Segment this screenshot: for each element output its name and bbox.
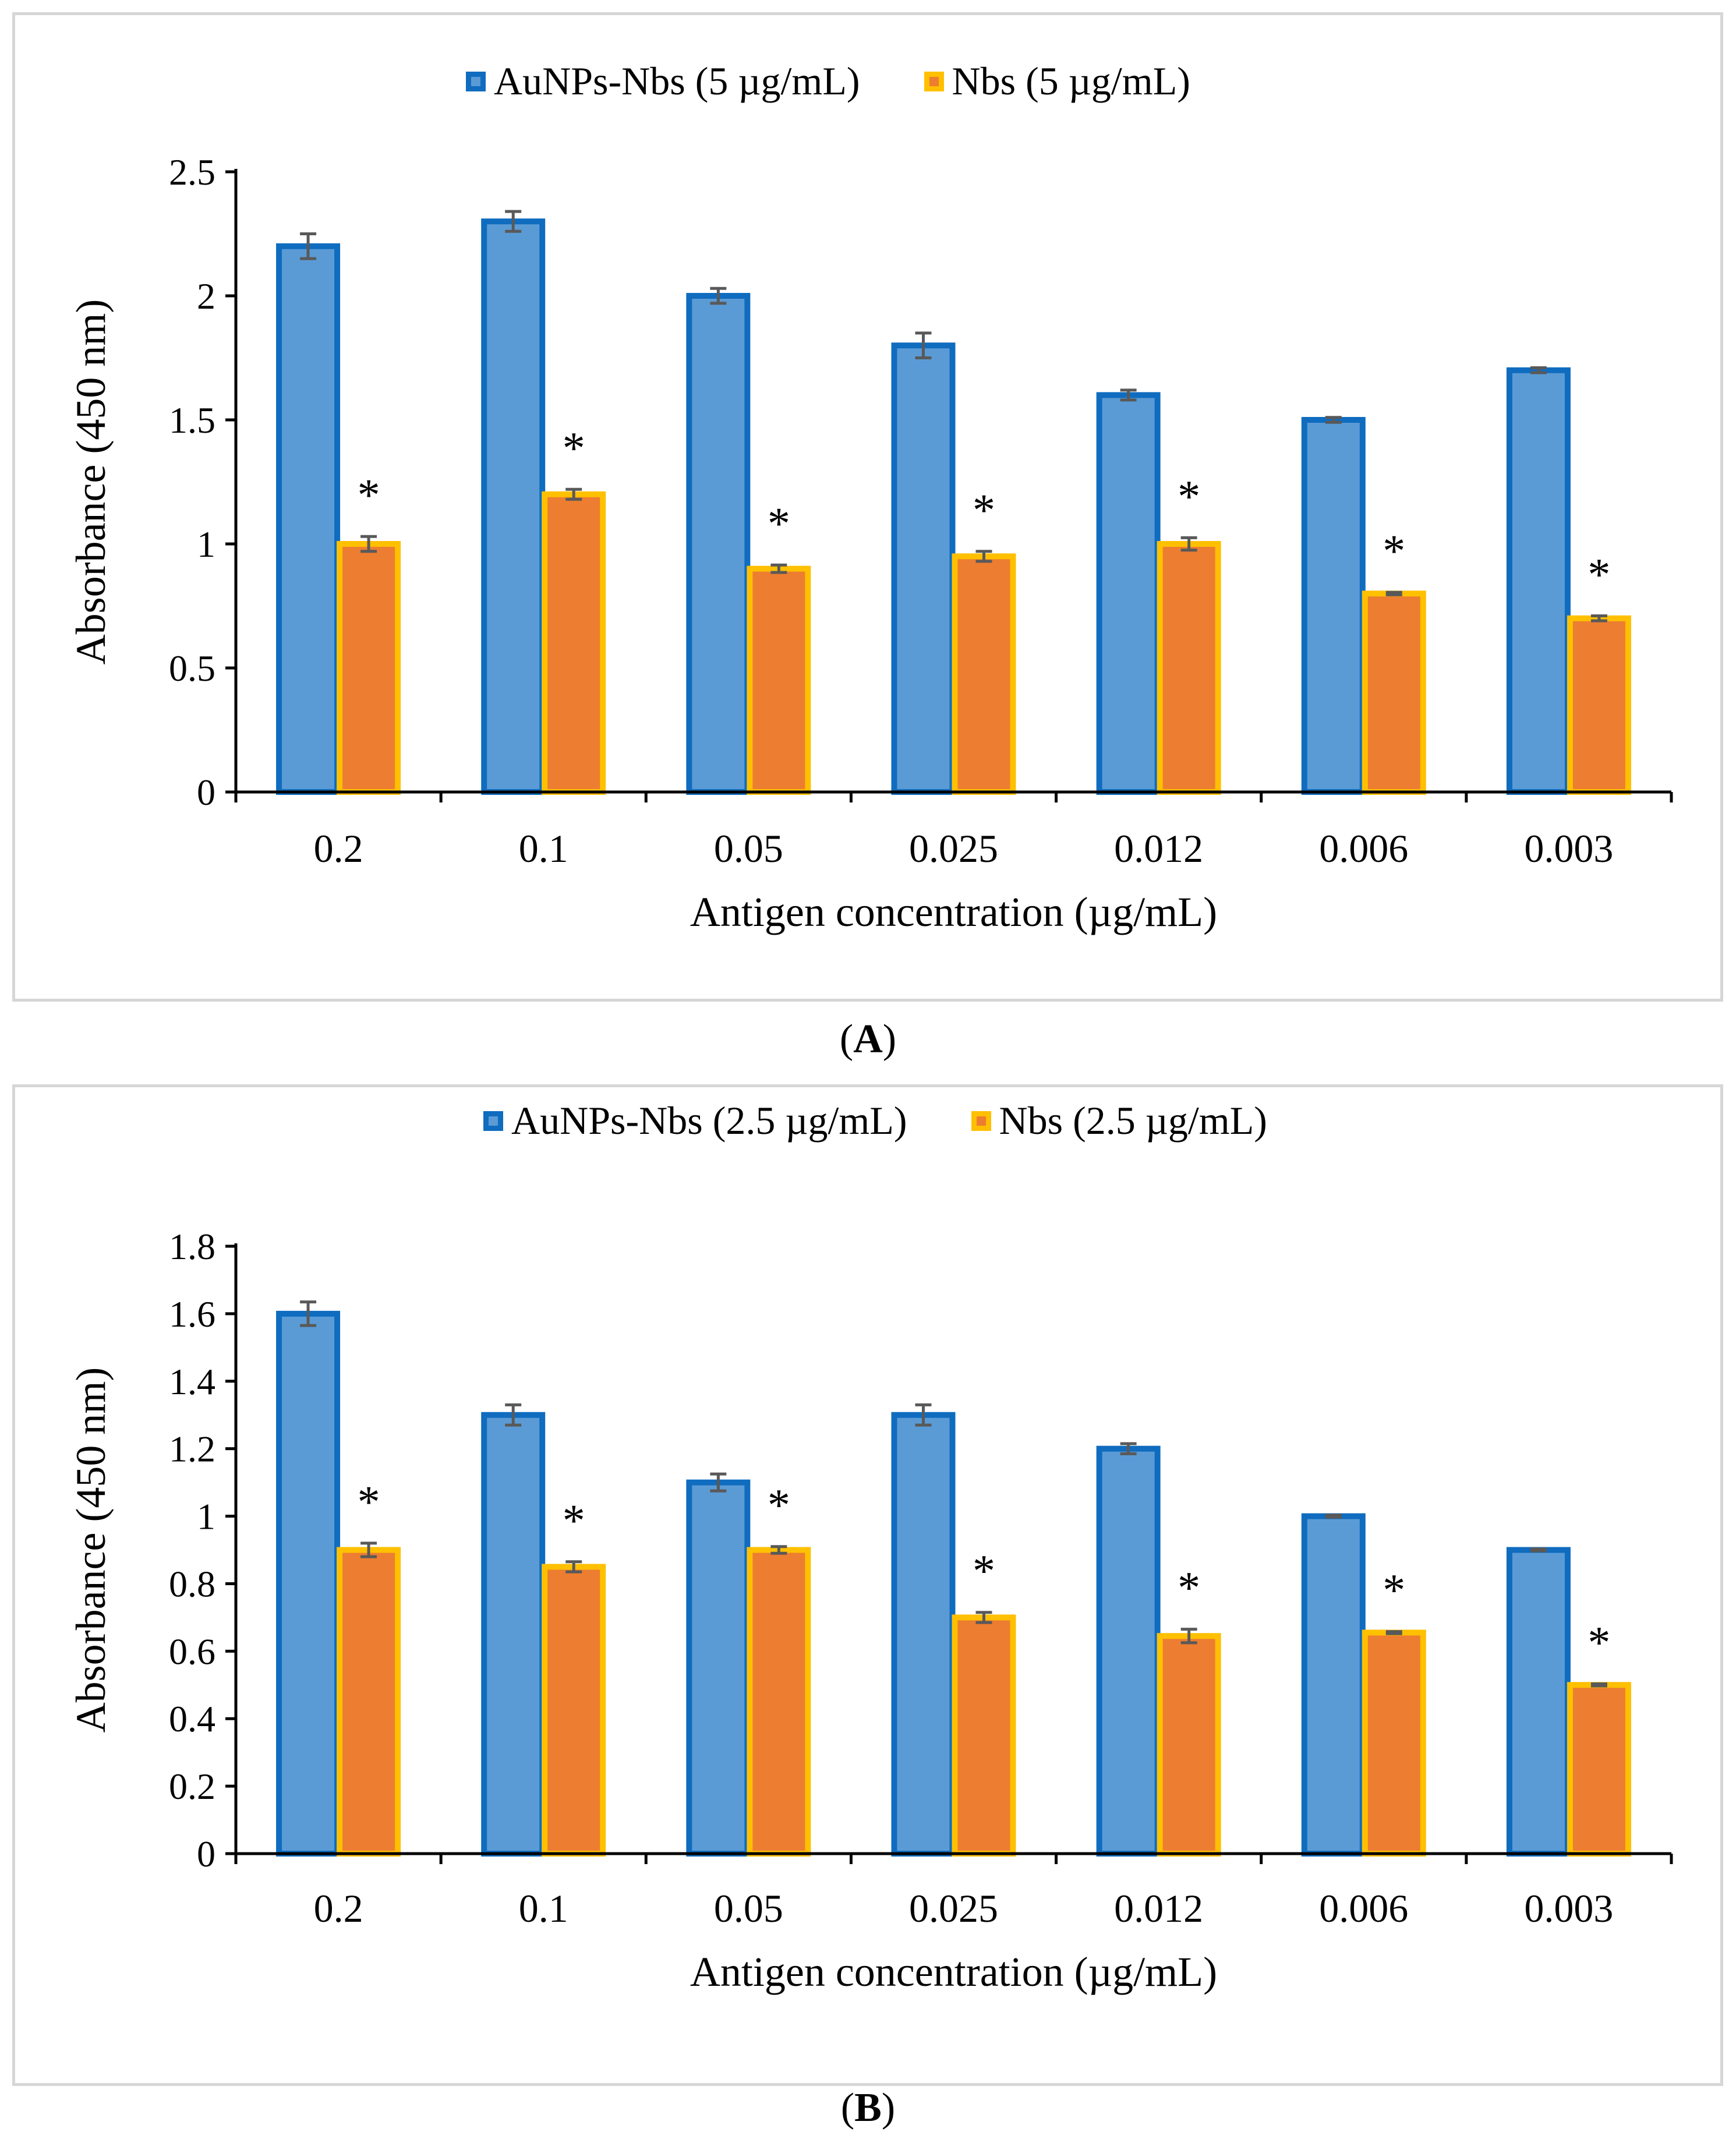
- y-tick-label: 0.4: [169, 1698, 215, 1739]
- x-tick-label: 0.006: [1319, 1886, 1408, 1931]
- significance-marker: *: [768, 1480, 790, 1530]
- significance-marker: *: [973, 1546, 995, 1596]
- x-tick-label: 0.025: [909, 826, 998, 871]
- significance-marker: *: [563, 422, 585, 473]
- bar-series2: [337, 1547, 401, 1857]
- x-tick-label: 0.003: [1524, 1886, 1613, 1931]
- x-tick-label: 0.006: [1319, 826, 1408, 871]
- panel-b-caption-letter: B: [854, 2085, 882, 2130]
- panel-a-caption: (A): [839, 1017, 897, 1062]
- y-tick-label: 1.8: [169, 1226, 215, 1267]
- legend-label-series1: AuNPs-Nbs (2.5 µg/mL): [511, 1098, 907, 1143]
- significance-marker: *: [1178, 1562, 1200, 1613]
- legend-swatch-series2: [971, 1111, 991, 1131]
- bar-series1: [1301, 1513, 1366, 1857]
- x-tick-label: 0.2: [314, 826, 363, 871]
- y-tick-label: 0: [197, 772, 215, 813]
- significance-marker: *: [563, 1495, 585, 1546]
- x-tick-label: 0.2: [314, 1886, 363, 1931]
- bar-series2: [1567, 1682, 1631, 1857]
- legend-item-series2: Nbs (5 µg/mL): [924, 58, 1190, 104]
- significance-marker: *: [358, 469, 380, 520]
- x-tick-label: 0.1: [519, 1886, 568, 1931]
- bar-series1: [891, 342, 956, 795]
- x-tick-label: 0.05: [714, 826, 783, 871]
- x-axis-title: Antigen concentration (µg/mL): [690, 889, 1217, 935]
- y-tick-label: 0.6: [169, 1631, 215, 1672]
- y-tick-label: 0.2: [169, 1766, 215, 1807]
- bar-series2: [1567, 615, 1631, 795]
- bar-series2: [1157, 1633, 1221, 1857]
- y-tick-label: 1: [197, 524, 215, 565]
- y-tick-label: 2.5: [169, 151, 215, 193]
- chart-panel-b: * * * * * * * 0 0.2 0.4 0.6 0.8 1 1.2 1.4 1.6 1.8 0.2 0.1 0…: [68, 1226, 1673, 1995]
- x-axis-title: Antigen concentration (µg/mL): [690, 1949, 1217, 1995]
- significance-marker: *: [1383, 1565, 1405, 1615]
- legend-panel-b: AuNPs-Nbs (2.5 µg/mL) Nbs (2.5 µg/mL): [483, 1098, 1331, 1144]
- bar-series2: [542, 1564, 606, 1857]
- chart-panel-a: * * * * * * * 0 0.5 1 1.5 2 2.5 0.2 0.1 0.05 0.025 0.012 0…: [68, 151, 1673, 935]
- significance-marker: *: [973, 485, 995, 535]
- panel-a-caption-letter: A: [853, 1017, 883, 1062]
- significance-marker: *: [1178, 471, 1200, 521]
- y-tick-label: 1.5: [169, 399, 215, 441]
- bar-series2: [952, 553, 1016, 795]
- legend-label-series2: Nbs (2.5 µg/mL): [999, 1098, 1267, 1143]
- y-tick-label: 1.2: [169, 1429, 215, 1470]
- legend-label-series2: Nbs (5 µg/mL): [952, 59, 1190, 103]
- bar-series2: [952, 1614, 1016, 1857]
- legend-label-series1: AuNPs-Nbs (5 µg/mL): [494, 59, 860, 103]
- bar-series1: [481, 1412, 546, 1857]
- legend-swatch-series2: [924, 71, 944, 91]
- y-tick-label: 1: [197, 1496, 215, 1537]
- x-tick-label: 0.012: [1114, 1886, 1203, 1931]
- bar-series1: [276, 243, 341, 795]
- bar-series1: [1096, 1445, 1161, 1857]
- bar-series1: [686, 1479, 751, 1857]
- y-axis-title: Absorbance (450 nm): [68, 299, 114, 665]
- y-tick-label: 0.8: [169, 1563, 215, 1604]
- significance-marker: *: [1383, 525, 1405, 576]
- bar-series1: [1506, 367, 1571, 795]
- legend-swatch-series1: [483, 1111, 503, 1131]
- x-tick-label: 0.025: [909, 1886, 998, 1931]
- bar-series1: [686, 293, 751, 795]
- bar-series1: [1096, 392, 1161, 795]
- panel-b-caption: (B): [840, 2085, 896, 2130]
- bar-series2: [1157, 541, 1221, 795]
- legend-item-series1: AuNPs-Nbs (5 µg/mL): [466, 58, 860, 104]
- y-tick-label: 0.5: [169, 648, 215, 689]
- x-tick-label: 0.012: [1114, 826, 1203, 871]
- bar-series2: [747, 1547, 811, 1857]
- significance-marker: *: [358, 1476, 380, 1527]
- y-tick-label: 1.4: [169, 1361, 215, 1402]
- bar-series1: [891, 1412, 956, 1857]
- y-tick-label: 1.6: [169, 1293, 215, 1335]
- y-tick-label: 2: [197, 275, 215, 317]
- legend-item-series1: AuNPs-Nbs (2.5 µg/mL): [483, 1098, 907, 1144]
- x-tick-label: 0.003: [1524, 826, 1613, 871]
- bar-series1: [1301, 417, 1366, 795]
- y-tick-label: 0: [197, 1833, 215, 1875]
- bar-series2: [1362, 591, 1426, 795]
- bar-series2: [542, 491, 606, 795]
- legend-item-series2: Nbs (2.5 µg/mL): [971, 1098, 1267, 1144]
- bar-series2: [1362, 1629, 1426, 1857]
- bar-series2: [747, 565, 811, 795]
- bar-series1: [1506, 1547, 1571, 1857]
- legend-panel-a: AuNPs-Nbs (5 µg/mL) Nbs (5 µg/mL): [466, 58, 1254, 104]
- significance-marker: *: [768, 498, 790, 549]
- significance-marker: *: [1587, 1617, 1610, 1668]
- significance-marker: *: [1587, 549, 1610, 600]
- x-tick-label: 0.05: [714, 1886, 783, 1931]
- y-axis-title: Absorbance (450 nm): [68, 1367, 114, 1733]
- bar-series2: [337, 541, 401, 795]
- bar-series1: [276, 1310, 341, 1857]
- x-tick-label: 0.1: [519, 826, 568, 871]
- bar-series1: [481, 218, 546, 795]
- legend-swatch-series1: [466, 71, 486, 91]
